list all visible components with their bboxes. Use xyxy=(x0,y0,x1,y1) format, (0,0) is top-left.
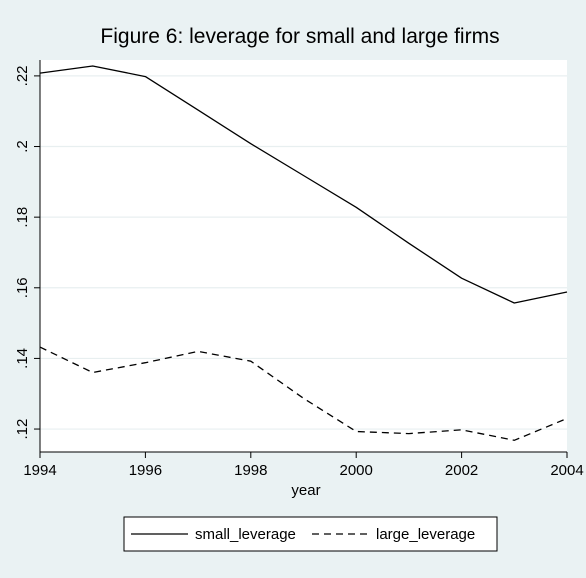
series-line-large-leverage xyxy=(39,346,568,441)
x-tick-label: 1998 xyxy=(234,462,267,479)
x-tick-label: 2004 xyxy=(550,462,583,479)
x-axis-label: year xyxy=(291,482,320,499)
y-tick-label: .2 xyxy=(14,140,31,153)
legend-label-small-leverage: small_leverage xyxy=(195,526,296,543)
chart-title: Figure 6: leverage for small and large f… xyxy=(100,25,499,48)
y-tick-label: .18 xyxy=(14,207,31,228)
y-tick-label: .12 xyxy=(14,419,31,440)
legend-label-large-leverage: large_leverage xyxy=(376,526,475,543)
plot-area xyxy=(40,60,567,452)
gridlines xyxy=(40,75,567,430)
axes: .12 .14 .16 .18 .2 .22 1994 1996 1998 2000 2002 200… xyxy=(14,60,584,479)
x-tick-label: 2002 xyxy=(445,462,478,479)
y-tick-label: .22 xyxy=(14,65,31,86)
x-tick-label: 1994 xyxy=(23,462,56,479)
legend: small_leverage large_leverage xyxy=(123,516,498,552)
y-tick-label: .16 xyxy=(14,277,31,298)
y-tick-label: .14 xyxy=(14,348,31,369)
series-line-small-leverage xyxy=(39,65,568,304)
x-tick-label: 1996 xyxy=(129,462,162,479)
series-group xyxy=(39,65,568,441)
x-tick-label: 2000 xyxy=(340,462,373,479)
